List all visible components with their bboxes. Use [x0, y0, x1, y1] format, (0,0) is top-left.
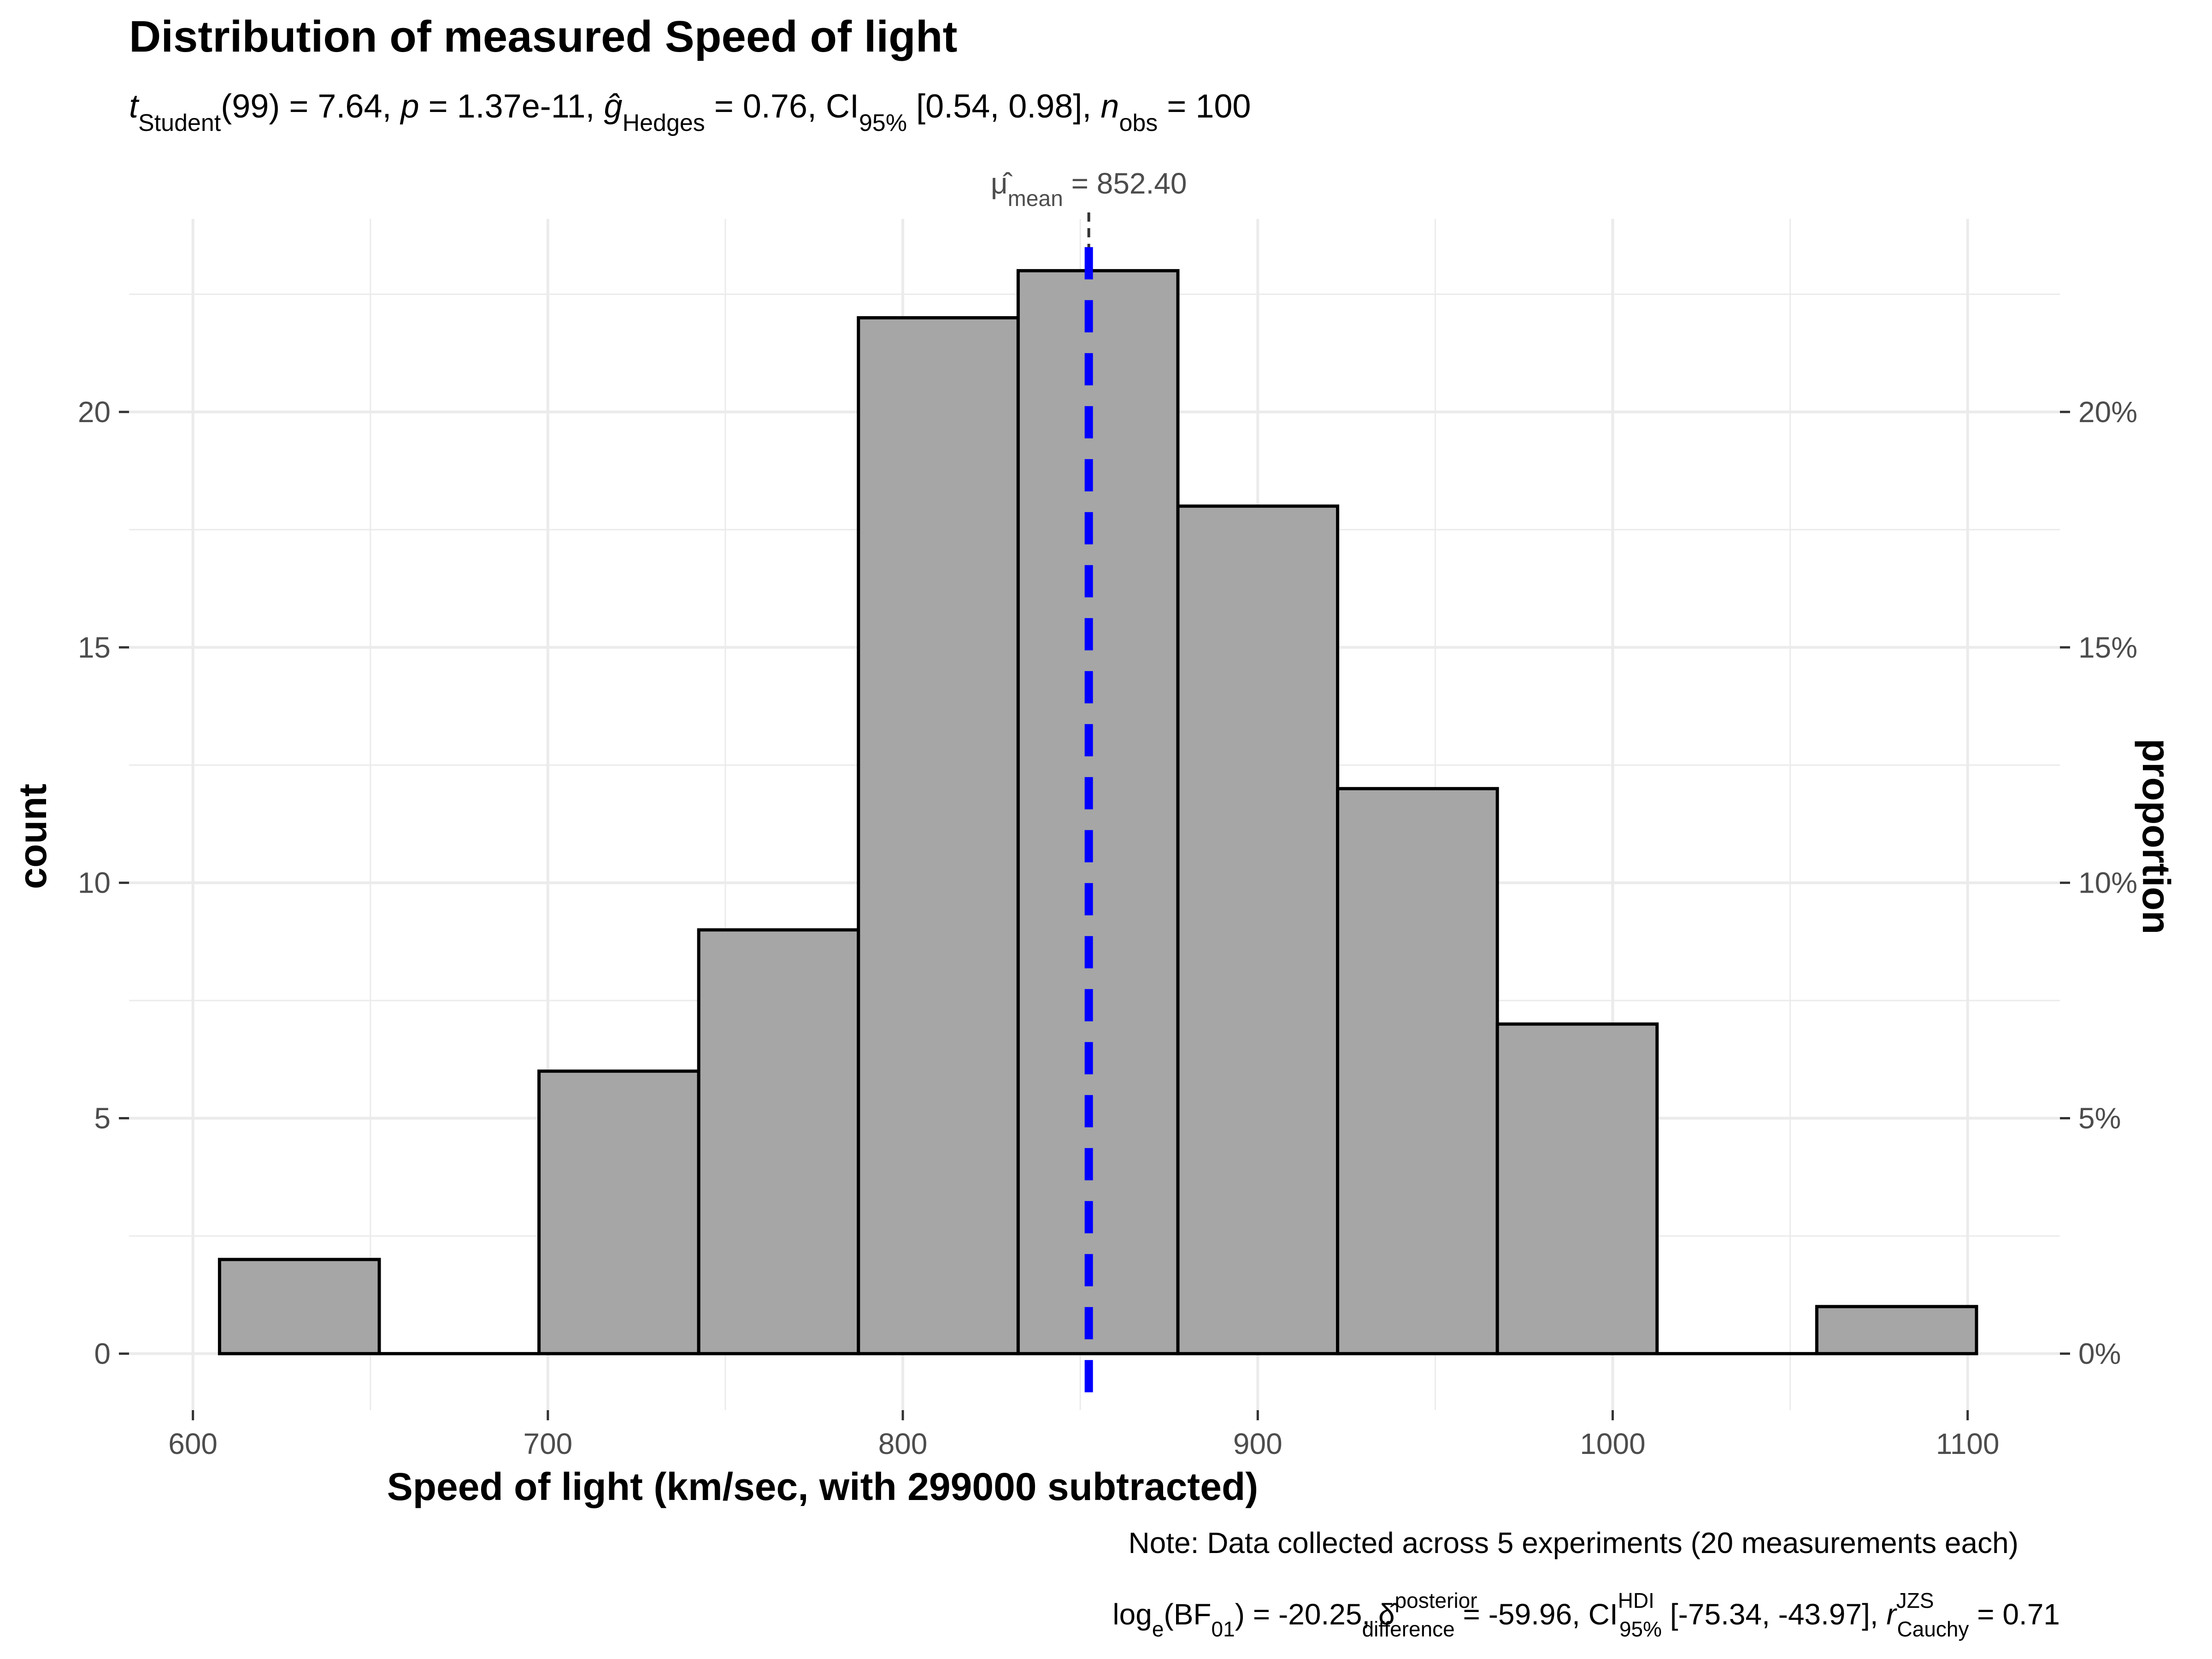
histogram-bar-4: [857, 316, 1020, 1355]
y-tick-label: 0: [94, 1337, 111, 1370]
r-value: = 0.71: [1969, 1598, 2060, 1631]
histogram-bars: [218, 269, 1978, 1355]
ci-hdi-value: [-75.34, -43.97],: [1662, 1598, 1886, 1631]
bf-sub: 01: [1212, 1617, 1235, 1641]
histogram-bar-5: [1016, 269, 1180, 1355]
histogram-bar-2: [537, 1069, 700, 1355]
y-axis-title: count: [11, 784, 54, 889]
histogram-bar-10: [1815, 1305, 1978, 1355]
delta-value: = -59.96,: [1455, 1598, 1588, 1631]
t-symbol: t: [129, 88, 140, 125]
g-symbol: ĝ: [604, 88, 623, 125]
y-tick-label: 20: [78, 395, 111, 429]
t-value: (99) = 7.64,: [221, 88, 400, 125]
delta-sub: difference: [1362, 1617, 1455, 1641]
n-sub: obs: [1119, 110, 1158, 136]
g-value: = 0.76,: [705, 88, 826, 125]
caption-note: Note: Data collected across 5 experiment…: [1128, 1526, 2018, 1559]
n-symbol: n: [1100, 88, 1119, 125]
y-right-tick-label: 20%: [2078, 395, 2137, 429]
n-value: = 100: [1158, 88, 1251, 125]
y-right-tick-label: 5%: [2078, 1102, 2121, 1135]
x-axis-title: Speed of light (km/sec, with 299000 subt…: [387, 1465, 1259, 1508]
mean-label: μ̂mean = 852.40: [991, 167, 1187, 211]
chart-title: Distribution of measured Speed of light: [129, 12, 957, 61]
ci-hdi-sub: 95%: [1619, 1617, 1662, 1641]
ci-symbol: CI: [826, 88, 859, 125]
g-sub: Hedges: [623, 110, 705, 136]
bf-value: ) = -20.25,: [1235, 1598, 1378, 1631]
y-right-tick-label: 15%: [2078, 631, 2137, 664]
x-tick-label: 1100: [1936, 1427, 2000, 1460]
histogram-bar-0: [218, 1258, 381, 1355]
p-symbol: p: [400, 88, 419, 125]
bf-log-sub: e: [1152, 1617, 1164, 1641]
x-tick-label: 700: [523, 1427, 572, 1460]
delta-sup: posterior: [1395, 1588, 1477, 1612]
r-sup: JZS: [1896, 1588, 1934, 1612]
y-tick-label: 5: [94, 1102, 111, 1135]
axes: 600 700 800 900 1000 1100 0 5 10 15 20 0% 5% 10% 15% 20…: [78, 395, 2137, 1460]
mean-sub: mean: [1008, 187, 1063, 211]
histogram-bar-7: [1336, 787, 1499, 1355]
ci-sub: 95%: [859, 110, 907, 136]
bf-label: (BF: [1164, 1598, 1211, 1631]
r-symbol: r: [1886, 1598, 1897, 1631]
y-right-tick-label: 10%: [2078, 866, 2137, 900]
r-sub: Cauchy: [1897, 1617, 1969, 1641]
ci-hdi-symbol: CI: [1588, 1598, 1618, 1631]
mean-value: = 852.40: [1063, 167, 1187, 200]
caption-bayes: loge(BF01) = -20.25, δ̂posterior differen…: [1112, 1588, 2060, 1641]
y-axis-right-title: proportion: [2135, 739, 2178, 935]
ci-hdi-sup: HDI: [1618, 1588, 1654, 1612]
p-value: = 1.37e-11,: [419, 88, 604, 125]
histogram-bar-3: [697, 928, 860, 1355]
t-sub: Student: [138, 110, 221, 136]
histogram-bar-8: [1495, 1022, 1659, 1355]
y-right-tick-label: 0%: [2078, 1337, 2121, 1370]
ci-value: [0.54, 0.98],: [907, 88, 1100, 125]
chart-subtitle: tStudent(99) = 7.64, p = 1.37e-11, ĝHedg…: [129, 88, 1251, 136]
x-tick-label: 800: [878, 1427, 928, 1460]
x-tick-label: 900: [1233, 1427, 1282, 1460]
bf-log: log: [1112, 1598, 1152, 1631]
x-tick-label: 600: [168, 1427, 218, 1460]
x-tick-label: 1000: [1580, 1427, 1645, 1460]
histogram-bar-6: [1176, 504, 1340, 1355]
y-tick-label: 15: [78, 631, 111, 664]
y-tick-label: 10: [78, 866, 111, 900]
